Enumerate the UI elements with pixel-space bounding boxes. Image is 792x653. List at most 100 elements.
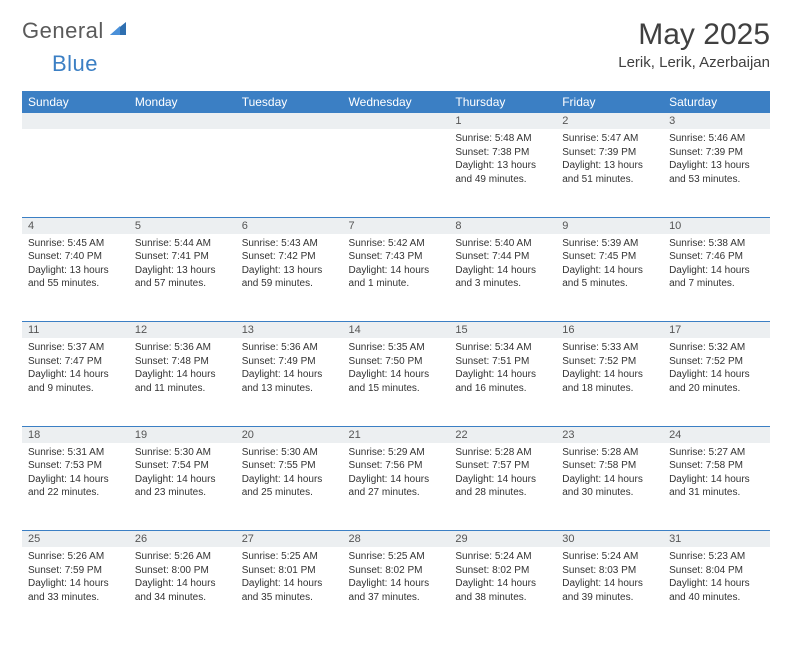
- day-number-cell: 12: [129, 322, 236, 339]
- weekday-header: Sunday: [22, 91, 129, 113]
- daylight-text: Daylight: 14 hours and 37 minutes.: [349, 577, 444, 604]
- sunrise-text: Sunrise: 5:39 AM: [562, 237, 657, 251]
- sunset-text: Sunset: 7:56 PM: [349, 459, 444, 473]
- sunrise-text: Sunrise: 5:35 AM: [349, 341, 444, 355]
- day-content-cell: Sunrise: 5:28 AMSunset: 7:57 PMDaylight:…: [449, 443, 556, 531]
- day-content-cell: Sunrise: 5:44 AMSunset: 7:41 PMDaylight:…: [129, 234, 236, 322]
- day-number-row: 123: [22, 113, 770, 129]
- day-number-cell: 26: [129, 531, 236, 548]
- daylight-text: Daylight: 14 hours and 18 minutes.: [562, 368, 657, 395]
- day-content-cell: Sunrise: 5:30 AMSunset: 7:54 PMDaylight:…: [129, 443, 236, 531]
- day-number-cell: 9: [556, 217, 663, 234]
- day-number-cell: [22, 113, 129, 129]
- day-number-cell: 3: [663, 113, 770, 129]
- sunset-text: Sunset: 8:00 PM: [135, 564, 230, 578]
- day-content-cell: Sunrise: 5:46 AMSunset: 7:39 PMDaylight:…: [663, 129, 770, 217]
- daylight-text: Daylight: 14 hours and 1 minute.: [349, 264, 444, 291]
- sunset-text: Sunset: 7:57 PM: [455, 459, 550, 473]
- sunrise-text: Sunrise: 5:25 AM: [242, 550, 337, 564]
- day-content-cell: [236, 129, 343, 217]
- sunrise-text: Sunrise: 5:32 AM: [669, 341, 764, 355]
- day-content-cell: Sunrise: 5:34 AMSunset: 7:51 PMDaylight:…: [449, 338, 556, 426]
- day-content-cell: Sunrise: 5:45 AMSunset: 7:40 PMDaylight:…: [22, 234, 129, 322]
- daylight-text: Daylight: 14 hours and 39 minutes.: [562, 577, 657, 604]
- sunset-text: Sunset: 7:51 PM: [455, 355, 550, 369]
- daylight-text: Daylight: 14 hours and 30 minutes.: [562, 473, 657, 500]
- day-number-cell: 7: [343, 217, 450, 234]
- day-number-cell: 17: [663, 322, 770, 339]
- day-number-cell: 11: [22, 322, 129, 339]
- day-number-cell: 27: [236, 531, 343, 548]
- day-content-row: Sunrise: 5:26 AMSunset: 7:59 PMDaylight:…: [22, 547, 770, 635]
- day-content-row: Sunrise: 5:37 AMSunset: 7:47 PMDaylight:…: [22, 338, 770, 426]
- day-content-cell: Sunrise: 5:42 AMSunset: 7:43 PMDaylight:…: [343, 234, 450, 322]
- daylight-text: Daylight: 14 hours and 38 minutes.: [455, 577, 550, 604]
- sunrise-text: Sunrise: 5:30 AM: [135, 446, 230, 460]
- sunrise-text: Sunrise: 5:29 AM: [349, 446, 444, 460]
- day-content-cell: Sunrise: 5:31 AMSunset: 7:53 PMDaylight:…: [22, 443, 129, 531]
- daylight-text: Daylight: 14 hours and 11 minutes.: [135, 368, 230, 395]
- day-number-cell: [343, 113, 450, 129]
- day-number-row: 11121314151617: [22, 322, 770, 339]
- day-number-cell: 24: [663, 426, 770, 443]
- sunset-text: Sunset: 7:53 PM: [28, 459, 123, 473]
- sunrise-text: Sunrise: 5:23 AM: [669, 550, 764, 564]
- daylight-text: Daylight: 13 hours and 53 minutes.: [669, 159, 764, 186]
- day-content-cell: Sunrise: 5:25 AMSunset: 8:02 PMDaylight:…: [343, 547, 450, 635]
- sunset-text: Sunset: 7:42 PM: [242, 250, 337, 264]
- daylight-text: Daylight: 14 hours and 33 minutes.: [28, 577, 123, 604]
- day-number-cell: 31: [663, 531, 770, 548]
- day-number-row: 25262728293031: [22, 531, 770, 548]
- day-number-cell: 25: [22, 531, 129, 548]
- sunset-text: Sunset: 8:04 PM: [669, 564, 764, 578]
- calendar-table: Sunday Monday Tuesday Wednesday Thursday…: [22, 91, 770, 635]
- daylight-text: Daylight: 14 hours and 5 minutes.: [562, 264, 657, 291]
- sunrise-text: Sunrise: 5:42 AM: [349, 237, 444, 251]
- sunset-text: Sunset: 7:39 PM: [669, 146, 764, 160]
- sunrise-text: Sunrise: 5:36 AM: [135, 341, 230, 355]
- day-content-cell: Sunrise: 5:30 AMSunset: 7:55 PMDaylight:…: [236, 443, 343, 531]
- day-content-cell: Sunrise: 5:48 AMSunset: 7:38 PMDaylight:…: [449, 129, 556, 217]
- day-number-cell: 4: [22, 217, 129, 234]
- sunset-text: Sunset: 7:43 PM: [349, 250, 444, 264]
- day-content-cell: Sunrise: 5:23 AMSunset: 8:04 PMDaylight:…: [663, 547, 770, 635]
- daylight-text: Daylight: 13 hours and 51 minutes.: [562, 159, 657, 186]
- weekday-header-row: Sunday Monday Tuesday Wednesday Thursday…: [22, 91, 770, 113]
- sunset-text: Sunset: 7:49 PM: [242, 355, 337, 369]
- sunrise-text: Sunrise: 5:40 AM: [455, 237, 550, 251]
- daylight-text: Daylight: 14 hours and 7 minutes.: [669, 264, 764, 291]
- logo-text-blue: Blue: [52, 51, 98, 76]
- daylight-text: Daylight: 14 hours and 34 minutes.: [135, 577, 230, 604]
- day-content-cell: Sunrise: 5:24 AMSunset: 8:03 PMDaylight:…: [556, 547, 663, 635]
- month-title: May 2025: [618, 18, 770, 52]
- day-number-cell: 20: [236, 426, 343, 443]
- sunset-text: Sunset: 8:02 PM: [349, 564, 444, 578]
- day-number-cell: 2: [556, 113, 663, 129]
- day-content-cell: [343, 129, 450, 217]
- weekday-header: Monday: [129, 91, 236, 113]
- sunset-text: Sunset: 7:47 PM: [28, 355, 123, 369]
- sunset-text: Sunset: 7:58 PM: [562, 459, 657, 473]
- daylight-text: Daylight: 14 hours and 15 minutes.: [349, 368, 444, 395]
- sunset-text: Sunset: 8:02 PM: [455, 564, 550, 578]
- sunrise-text: Sunrise: 5:30 AM: [242, 446, 337, 460]
- sunset-text: Sunset: 7:59 PM: [28, 564, 123, 578]
- day-content-cell: Sunrise: 5:36 AMSunset: 7:49 PMDaylight:…: [236, 338, 343, 426]
- day-content-cell: Sunrise: 5:39 AMSunset: 7:45 PMDaylight:…: [556, 234, 663, 322]
- daylight-text: Daylight: 13 hours and 49 minutes.: [455, 159, 550, 186]
- day-number-cell: 28: [343, 531, 450, 548]
- day-content-cell: Sunrise: 5:33 AMSunset: 7:52 PMDaylight:…: [556, 338, 663, 426]
- sunrise-text: Sunrise: 5:34 AM: [455, 341, 550, 355]
- weekday-header: Saturday: [663, 91, 770, 113]
- day-content-cell: Sunrise: 5:35 AMSunset: 7:50 PMDaylight:…: [343, 338, 450, 426]
- sunset-text: Sunset: 7:40 PM: [28, 250, 123, 264]
- sunrise-text: Sunrise: 5:46 AM: [669, 132, 764, 146]
- day-content-cell: Sunrise: 5:47 AMSunset: 7:39 PMDaylight:…: [556, 129, 663, 217]
- day-content-cell: Sunrise: 5:25 AMSunset: 8:01 PMDaylight:…: [236, 547, 343, 635]
- day-content-cell: Sunrise: 5:28 AMSunset: 7:58 PMDaylight:…: [556, 443, 663, 531]
- sunrise-text: Sunrise: 5:26 AM: [28, 550, 123, 564]
- day-number-cell: 16: [556, 322, 663, 339]
- day-number-cell: 13: [236, 322, 343, 339]
- sunset-text: Sunset: 7:39 PM: [562, 146, 657, 160]
- daylight-text: Daylight: 14 hours and 25 minutes.: [242, 473, 337, 500]
